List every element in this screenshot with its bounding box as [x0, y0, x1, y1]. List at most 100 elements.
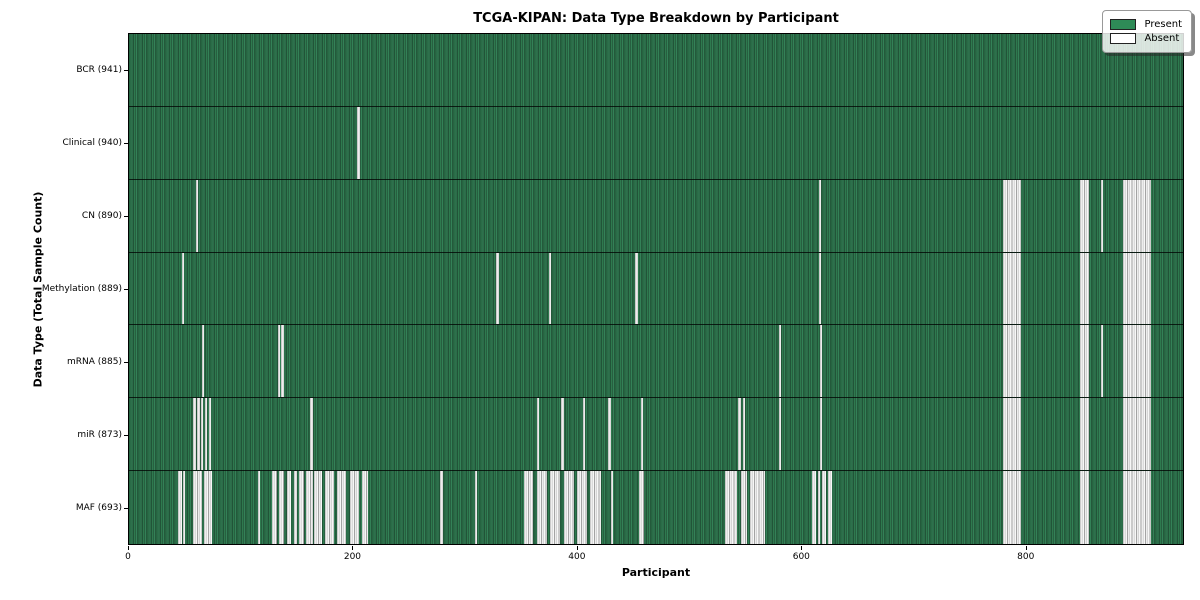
absent-stripe — [577, 471, 588, 544]
y-tick-mark — [124, 508, 128, 510]
absent-stripe — [1079, 471, 1089, 544]
absent-stripe — [561, 398, 564, 471]
absent-stripe — [257, 471, 261, 544]
absent-stripe — [778, 325, 781, 398]
absent-stripe — [496, 252, 499, 325]
legend: Present Absent — [1102, 10, 1192, 53]
absent-stripe — [200, 398, 203, 471]
row-mir — [129, 398, 1183, 472]
absent-stripe — [536, 398, 539, 471]
legend-item-absent: Absent — [1110, 33, 1182, 44]
absent-stripe — [293, 471, 297, 544]
x-tick-mark — [576, 546, 578, 550]
absent-stripe — [820, 398, 823, 471]
absent-stripe — [204, 471, 212, 544]
y-tick-label-cn: CN (890) — [81, 210, 122, 221]
absent-stripe — [1079, 398, 1089, 471]
x-tick-label-600: 600 — [792, 552, 810, 562]
x-tick-label-200: 200 — [343, 552, 362, 562]
absent-stripe — [812, 471, 816, 544]
absent-stripe — [550, 471, 561, 544]
absent-stripe — [818, 179, 822, 252]
row-cn — [129, 179, 1183, 253]
legend-label: Present — [1144, 19, 1182, 30]
legend-item-present: Present — [1110, 19, 1182, 30]
absent-stripe — [279, 471, 284, 544]
absent-stripe — [281, 325, 284, 398]
x-axis-title: Participant — [621, 566, 691, 579]
y-tick-mark — [124, 435, 128, 437]
absent-stripe — [818, 252, 822, 325]
row-clinical — [129, 106, 1183, 180]
x-tick-mark — [1025, 546, 1027, 550]
plot-area — [128, 33, 1184, 545]
x-tick-label-400: 400 — [568, 552, 586, 562]
absent-stripe — [361, 471, 368, 544]
row-maf — [129, 471, 1183, 544]
y-tick-mark — [124, 69, 128, 71]
y-tick-label-methylation: Methylation (889) — [41, 284, 122, 294]
absent-stripe — [549, 252, 552, 325]
y-tick-label-mrna: mRNA (885) — [67, 357, 122, 368]
absent-stripe — [1079, 179, 1089, 252]
legend-label: Absent — [1144, 33, 1180, 44]
absent-stripe — [196, 179, 199, 252]
x-tick-mark — [352, 546, 354, 550]
absent-stripe — [817, 471, 821, 544]
absent-stripe — [1079, 252, 1089, 325]
absent-stripe — [440, 471, 443, 544]
absent-stripe — [638, 471, 645, 544]
absent-stripe — [201, 325, 205, 398]
absent-stripe — [337, 471, 347, 544]
x-tick-label-0: 0 — [125, 552, 131, 562]
row-methylation — [129, 252, 1183, 326]
y-tick-label-maf: MAF (693) — [75, 503, 122, 514]
absent-stripe — [197, 398, 200, 471]
row-bcr — [129, 34, 1183, 107]
absent-stripe — [1079, 325, 1089, 398]
absent-stripe — [740, 471, 748, 544]
y-tick-mark — [124, 215, 128, 217]
absent-stripe — [820, 325, 823, 398]
absent-stripe — [475, 471, 478, 544]
absent-stripe — [608, 398, 611, 471]
absent-stripe — [277, 325, 281, 398]
absent-stripe — [1002, 252, 1021, 325]
absent-stripe — [286, 471, 292, 544]
absent-stripe — [272, 471, 277, 544]
absent-stripe — [313, 471, 322, 544]
absent-stripe — [590, 471, 601, 544]
absent-stripe — [299, 471, 304, 544]
absent-stripe — [536, 471, 547, 544]
absent-stripe — [827, 471, 833, 544]
chart-title: TCGA-KIPAN: Data Type Breakdown by Parti… — [473, 11, 839, 26]
absent-stripe — [310, 398, 313, 471]
absent-stripe — [305, 471, 313, 544]
absent-stripe — [724, 471, 738, 544]
absent-stripe — [582, 398, 585, 471]
absent-stripe — [178, 471, 182, 544]
x-tick-label-800: 800 — [1017, 552, 1035, 562]
absent-stripe — [778, 398, 781, 471]
absent-stripe — [1101, 179, 1104, 252]
absent-stripe — [1122, 252, 1151, 325]
absent-stripe — [357, 106, 360, 179]
y-tick-mark — [124, 362, 128, 364]
y-tick-mark — [124, 289, 128, 290]
absent-stripe — [1002, 325, 1021, 398]
absent-stripe — [640, 398, 644, 471]
absent-stripe — [563, 471, 574, 544]
absent-stripe — [1122, 398, 1151, 471]
legend-patch-present — [1110, 19, 1137, 30]
absent-stripe — [1122, 471, 1151, 544]
absent-stripe — [1122, 325, 1151, 398]
absent-stripe — [749, 471, 766, 544]
row-mrna — [129, 325, 1183, 399]
absent-stripe — [208, 398, 211, 471]
x-tick-mark — [801, 546, 803, 550]
absent-stripe — [1122, 179, 1151, 252]
absent-stripe — [822, 471, 826, 544]
absent-stripe — [524, 471, 534, 544]
absent-stripe — [738, 398, 741, 471]
